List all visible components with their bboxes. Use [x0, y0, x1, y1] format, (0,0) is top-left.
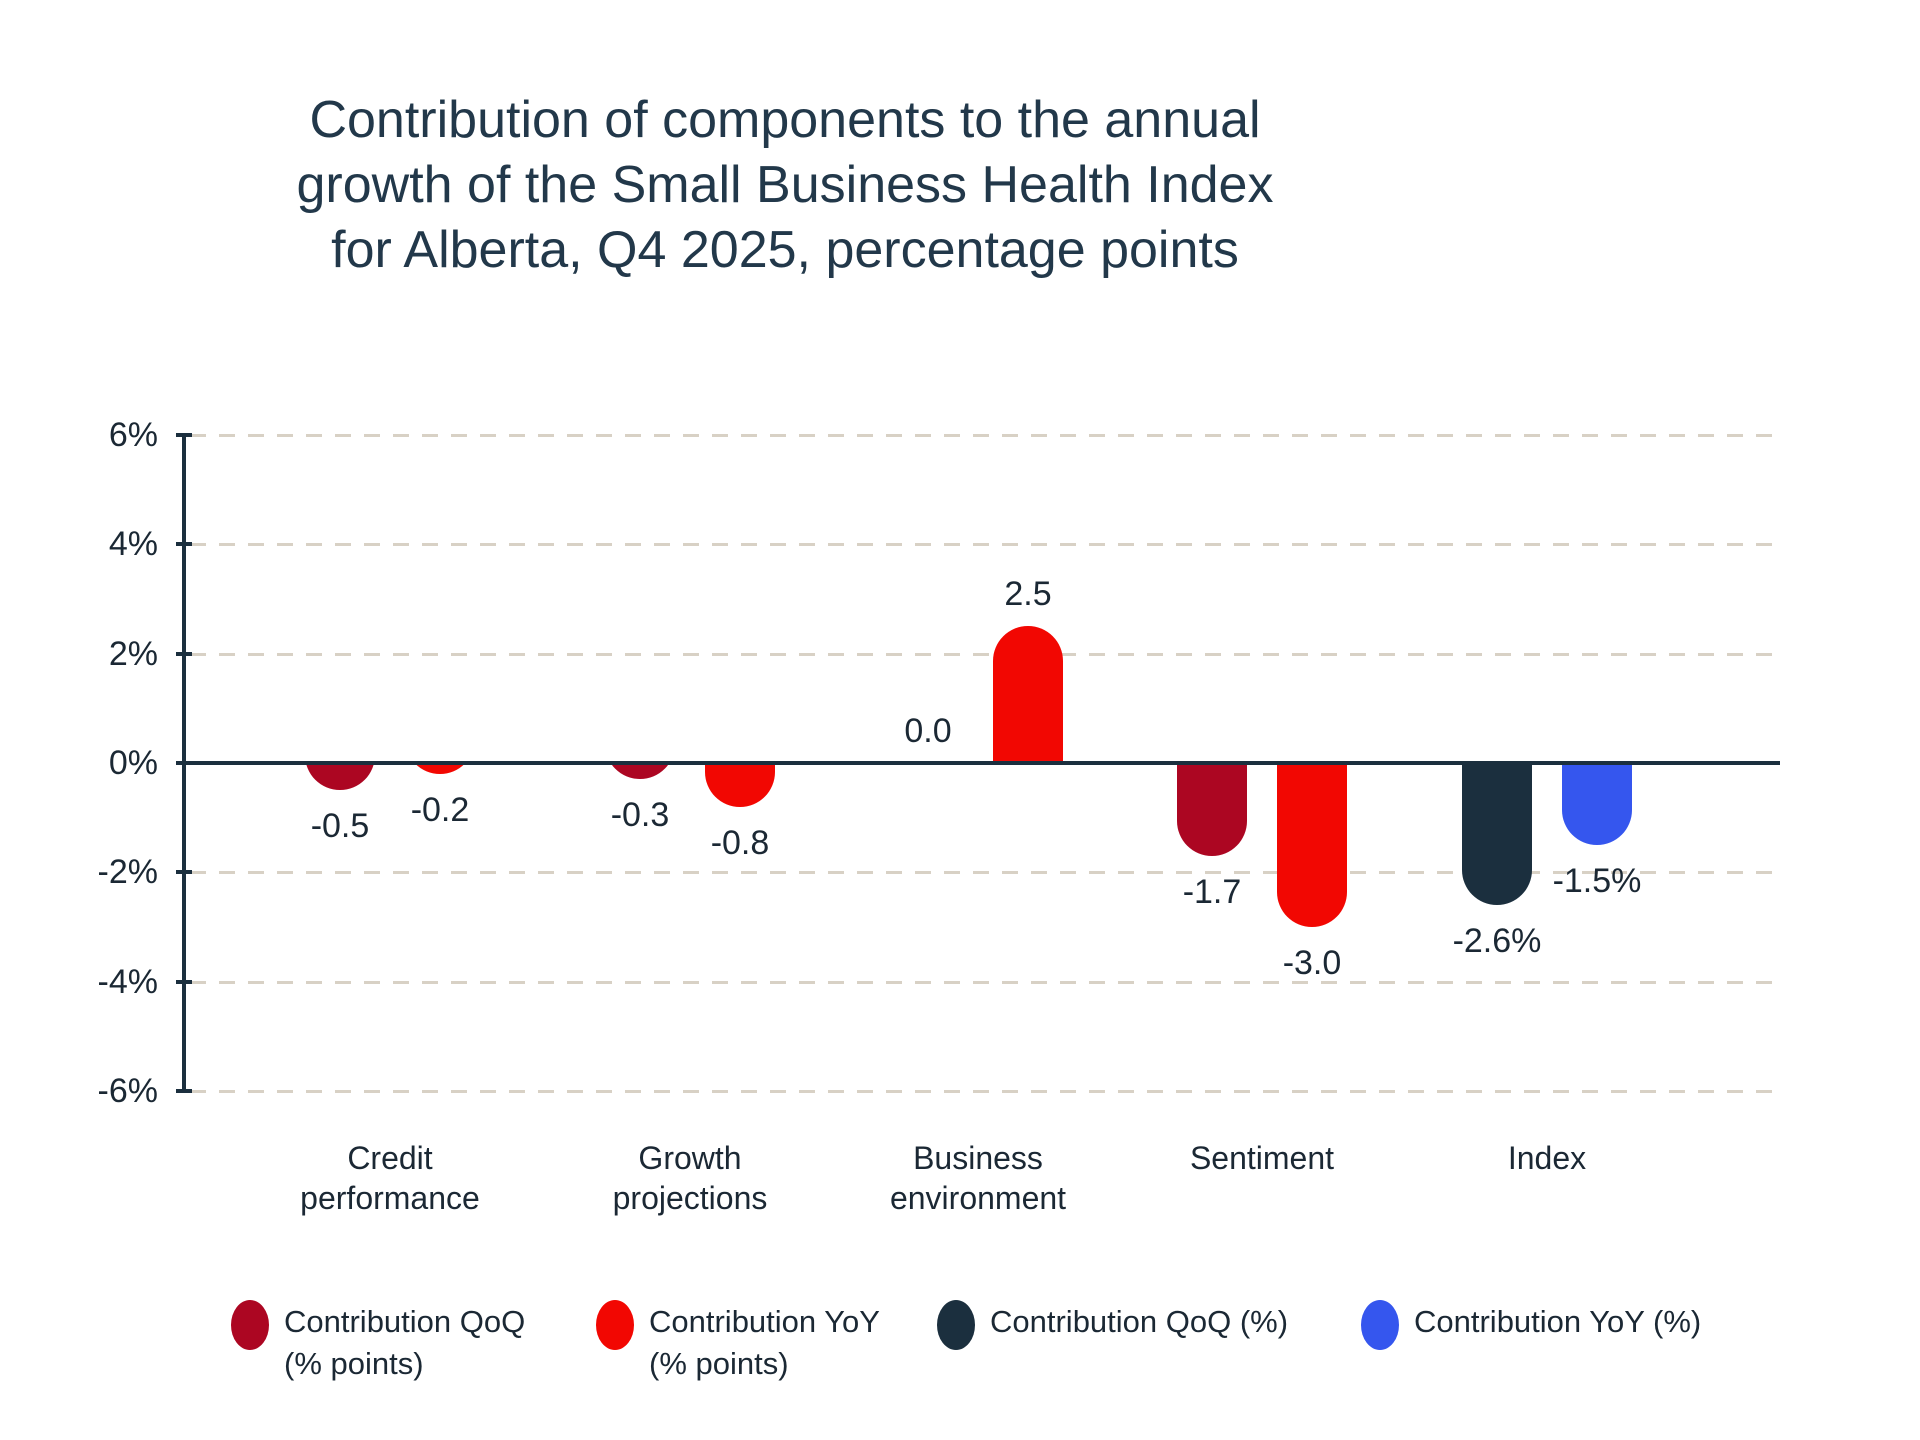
bar-credit-performance-qoq-dome [305, 763, 375, 791]
legend-marker-yoy_points [596, 1300, 634, 1350]
legend-marker-yoy_pct [1361, 1300, 1399, 1350]
value-label-business-environment-qoq: 0.0 [904, 712, 952, 750]
gridline--4pct [190, 980, 1780, 984]
value-label-credit-performance-qoq: -0.5 [310, 807, 370, 846]
gridline-2pct [190, 652, 1780, 656]
value-label-index-qoq: -2.6% [1452, 922, 1542, 961]
x-axis-label-line: Credit [347, 1140, 433, 1176]
bar-sentiment-yoy [1277, 763, 1347, 928]
legend-item-qoq_pct: Contribution QoQ (%) [937, 1300, 1357, 1400]
y-tick-label--6pct: -6% [97, 1072, 158, 1111]
chart-title-line-2: growth of the Small Business Health Inde… [296, 156, 1274, 214]
value-label-sentiment-qoq: -1.7 [1182, 872, 1242, 911]
bar-growth-projections-qoq [605, 763, 675, 780]
x-axis-label-line: Index [1507, 1140, 1587, 1176]
bar-business-environment-yoy [993, 626, 1063, 763]
chart-title-line-1: Contribution of components to the annual [309, 91, 1261, 149]
legend-label-line: Contribution YoY (%) [1414, 1304, 1702, 1339]
y-tick-label-0pct: 0% [108, 744, 158, 782]
x-axis-label-line: projections [612, 1180, 768, 1216]
legend-label-line: Contribution QoQ (%) [990, 1304, 1289, 1339]
chart-legend: Contribution QoQ (% points) Contribution Y… [0, 0, 1920, 1381]
gridline-4pct [190, 543, 1780, 547]
legend-item-yoy_points: Contribution YoY (% points) [596, 1300, 1016, 1400]
legend-label-qoq_points: Contribution QoQ (% points) [284, 1301, 525, 1385]
legend-item-yoy_pct: Contribution YoY (%) [1361, 1300, 1781, 1400]
legend-item-qoq_points: Contribution QoQ (% points) [231, 1300, 651, 1400]
bar-credit-performance-yoy-dome [405, 763, 475, 774]
x-axis-label-line: Growth [638, 1140, 742, 1176]
chart-title-line-3: for Alberta, Q4 2025, percentage points [331, 221, 1239, 279]
bar-growth-projections-qoq-dome [605, 763, 675, 780]
x-axis-label-credit-performance: Credit performance [250, 1138, 530, 1218]
gridline--2pct [190, 871, 1780, 875]
x-axis-label-line: Business [913, 1140, 1043, 1176]
value-label-growth-projections-qoq: -0.3 [610, 796, 670, 835]
bar-index-yoy [1562, 763, 1632, 846]
value-label-business-environment-yoy: 2.5 [1004, 575, 1052, 614]
bar-credit-performance-yoy [405, 763, 475, 774]
y-tick-label-6pct: 6% [108, 415, 158, 454]
legend-marker-qoq_points [231, 1300, 269, 1350]
value-label-index-yoy: -1.5% [1552, 862, 1642, 901]
plot-area: 6% 4% 2% 0% -2% -4% -6% -0.5 -0.2 Credit performan… [97, 415, 1780, 1218]
y-tick-label--2pct: -2% [97, 853, 158, 892]
bar-sentiment-qoq [1177, 763, 1247, 856]
legend-label-qoq_pct: Contribution QoQ (%) [990, 1301, 1288, 1343]
value-label-sentiment-yoy: -3.0 [1282, 944, 1342, 983]
legend-label-line: (% points) [284, 1346, 424, 1381]
x-axis-label-line: performance [300, 1180, 480, 1216]
x-axis-label-business-environment: Business environment [838, 1138, 1118, 1218]
zero-baseline [184, 761, 1780, 765]
legend-label-line: Contribution QoQ [284, 1304, 526, 1339]
x-axis-label-sentiment: Sentiment [1122, 1138, 1402, 1178]
y-tick-label-2pct: 2% [108, 634, 158, 673]
legend-label-line: (% points) [649, 1346, 789, 1381]
legend-label-yoy_points: Contribution YoY (% points) [649, 1301, 880, 1385]
x-axis-label-line: environment [889, 1180, 1067, 1216]
gridline--6pct [190, 1090, 1780, 1094]
bar-index-qoq [1462, 763, 1532, 906]
legend-label-line: Contribution YoY [649, 1304, 880, 1339]
x-axis-label-index: Index [1407, 1138, 1687, 1178]
value-label-growth-projections-yoy: -0.8 [710, 823, 770, 862]
y-tick-label--4pct: -4% [97, 962, 158, 1001]
legend-label-yoy_pct: Contribution YoY (%) [1414, 1301, 1701, 1343]
value-label-credit-performance-yoy: -0.2 [410, 790, 470, 829]
gridline-6pct [190, 433, 1780, 437]
x-axis-label-growth-projections: Growth projections [550, 1138, 830, 1218]
bar-credit-performance-qoq [305, 763, 375, 791]
chart-title: Contribution of components to the annual… [85, 88, 1485, 283]
y-tick-label-4pct: 4% [108, 525, 158, 564]
x-axis-label-line: Sentiment [1189, 1140, 1335, 1176]
legend-marker-qoq_pct [937, 1300, 975, 1350]
